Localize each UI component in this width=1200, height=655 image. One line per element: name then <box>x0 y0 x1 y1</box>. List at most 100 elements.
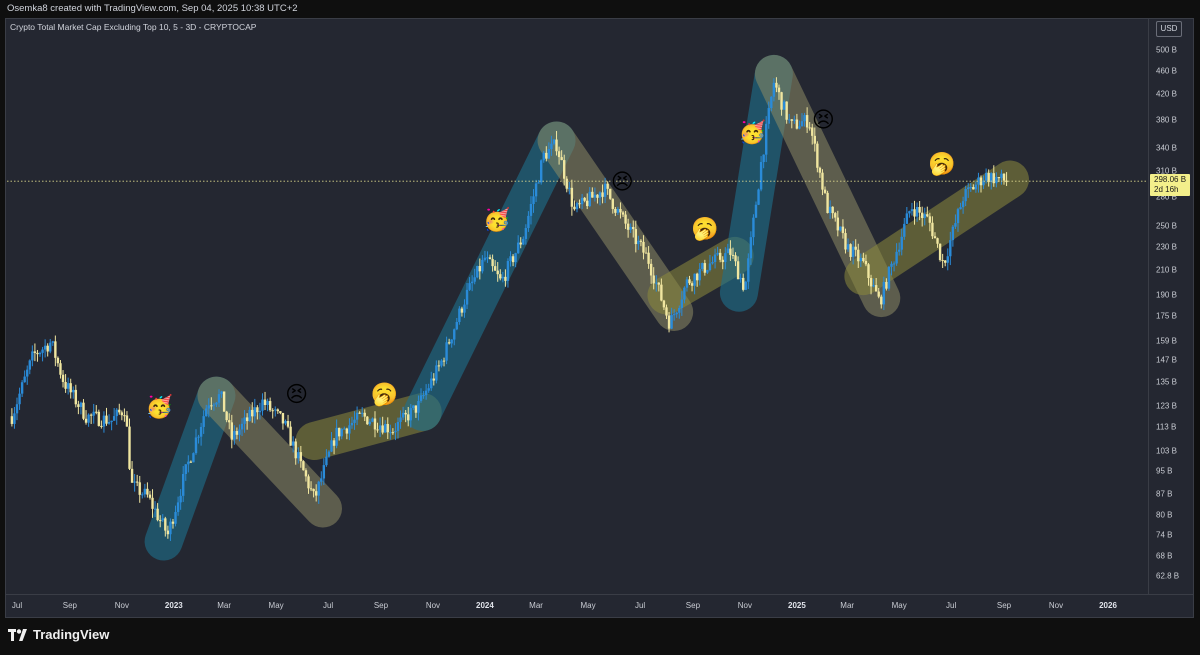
candle-body <box>990 173 993 183</box>
candle-body <box>263 399 267 406</box>
emoji-tired-icon[interactable]: 😣 <box>812 108 835 133</box>
candle-body <box>141 494 144 496</box>
candle-body <box>115 409 118 417</box>
time-tick-label: Sep <box>685 601 701 610</box>
price-tick-label: 135 B <box>1156 377 1177 387</box>
candle-body <box>874 285 878 292</box>
candle-body <box>869 278 873 287</box>
candle-body <box>228 420 231 423</box>
candle-body <box>125 415 129 427</box>
candle-body <box>31 351 34 361</box>
time-tick-label: Sep <box>373 601 389 610</box>
candle-body <box>366 416 369 425</box>
candle-body <box>499 274 502 279</box>
candle-body <box>685 279 689 288</box>
brand-footer[interactable]: TradingView <box>8 627 109 642</box>
candle-body <box>432 378 435 381</box>
candle-body <box>483 257 487 260</box>
candle-body <box>675 312 678 315</box>
emoji-yawn-icon[interactable]: 🥱 <box>371 382 398 408</box>
emoji-party-icon[interactable]: 🥳 <box>739 118 766 145</box>
candle-body <box>128 426 131 469</box>
candle-body <box>660 284 663 301</box>
candle-body <box>478 266 482 272</box>
candle-body <box>680 299 684 308</box>
candle-body <box>307 476 310 489</box>
emoji-party-icon[interactable]: 🥳 <box>483 206 510 233</box>
current-price-value: 298.06 B <box>1154 175 1187 184</box>
candle-body <box>560 157 563 161</box>
candle-body <box>97 411 101 426</box>
candle-body <box>739 277 742 280</box>
candle-body <box>274 409 277 411</box>
candle-body <box>621 212 625 215</box>
candle-body <box>547 148 551 159</box>
candle-body <box>123 415 126 417</box>
candle-body <box>171 521 175 524</box>
candle-body <box>938 243 942 261</box>
emoji-yawn-icon[interactable]: 🥱 <box>691 216 718 242</box>
price-tick-label: 113 B <box>1156 422 1177 432</box>
candle-body <box>363 412 366 417</box>
candle-body <box>854 246 857 250</box>
price-tick-label: 460 B <box>1156 66 1177 76</box>
price-tick-label: 103 B <box>1156 446 1177 456</box>
candle-body <box>470 281 474 284</box>
emoji-tired-icon[interactable]: 😣 <box>611 170 634 195</box>
candle-body <box>724 253 727 263</box>
trend-marker-up[interactable] <box>403 121 576 431</box>
candle-body <box>951 226 955 241</box>
candle-body <box>716 252 719 255</box>
candle-body <box>143 488 147 495</box>
candle-body <box>782 101 786 110</box>
candle-body <box>340 429 343 437</box>
trend-marker-down[interactable] <box>197 376 342 528</box>
price-tick-label: 159 B <box>1156 336 1177 346</box>
emoji-yawn-icon[interactable]: 🥱 <box>928 151 955 177</box>
candle-body <box>476 266 479 278</box>
candle-body <box>734 255 737 262</box>
candle-body <box>442 360 446 362</box>
candle-body <box>695 273 699 281</box>
candle-body <box>187 461 190 465</box>
candle-body <box>841 226 845 234</box>
candle-body <box>74 389 78 405</box>
candle-body <box>606 183 609 189</box>
candle-body <box>353 419 356 423</box>
candle-body <box>345 428 349 434</box>
candle-body <box>199 426 203 437</box>
trend-marker-up[interactable] <box>144 376 236 561</box>
emoji-tired-icon[interactable]: 😣 <box>285 383 308 408</box>
candle-body <box>20 382 24 394</box>
currency-selector[interactable]: USD <box>1156 21 1182 37</box>
candle-body <box>977 177 980 185</box>
candle-body <box>629 226 632 230</box>
emoji-party-icon[interactable]: 🥳 <box>146 393 173 420</box>
candle-body <box>179 495 182 503</box>
candle-body <box>69 383 72 393</box>
price-tick-label: 80 B <box>1156 510 1173 520</box>
time-tick-label: May <box>580 601 596 610</box>
candle-body <box>378 425 382 430</box>
trend-marker-range[interactable] <box>844 160 1029 296</box>
candle-body <box>506 261 510 281</box>
candle-body <box>261 399 264 411</box>
candle-body <box>355 412 359 420</box>
candle-body <box>923 214 926 218</box>
candle-body <box>192 453 195 463</box>
candle-body <box>56 357 60 364</box>
candle-body <box>156 508 159 521</box>
candle-body <box>13 413 16 424</box>
candle-body <box>46 345 49 352</box>
candle-body <box>309 488 313 490</box>
candle-body <box>662 300 666 308</box>
price-tick-label: 250 B <box>1156 221 1177 231</box>
candle-body <box>857 249 860 262</box>
candle-body <box>918 206 921 213</box>
chart-panel[interactable] <box>5 18 1194 618</box>
candle-body <box>435 365 438 381</box>
candle-body <box>949 240 952 257</box>
candle-body <box>701 263 704 270</box>
chart-title: Crypto Total Market Cap Excluding Top 10… <box>10 22 257 32</box>
